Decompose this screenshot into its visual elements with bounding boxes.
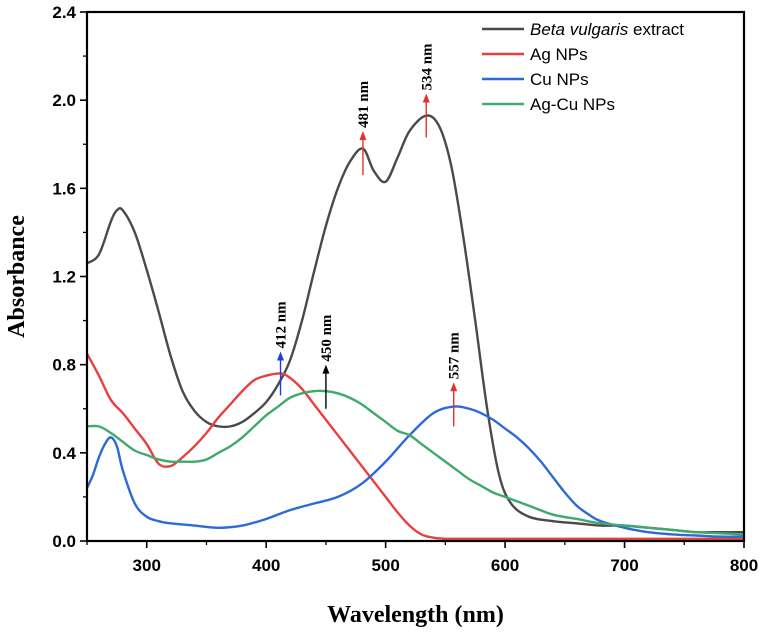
series-line-cu: [85, 405, 746, 538]
y-tick-label: 1.6: [52, 179, 76, 198]
peak-label: 450 nm: [319, 314, 335, 362]
y-tick-label: 0.4: [52, 444, 76, 463]
y-tick-label: 2.4: [52, 3, 76, 22]
peak-arrow-head: [277, 351, 285, 361]
series-line-ag: [85, 352, 746, 541]
tick-labels: 300 400 500 600 700 800 0.0 0.4 0.8 1.2 1.6 2.0 2.4: [52, 3, 758, 575]
peak-label: 412 nm: [274, 301, 290, 349]
peak-arrow-head: [450, 382, 458, 392]
peak-marker: 481 nm: [356, 80, 372, 176]
y-tick-label: 2.0: [52, 91, 76, 110]
x-tick-label: 500: [371, 556, 399, 575]
y-tick-label: 0.8: [52, 356, 76, 375]
peak-label: 557 nm: [447, 332, 463, 380]
peak-arrow-head: [359, 131, 367, 141]
series-lines: [85, 114, 746, 541]
legend-label: Cu NPs: [530, 70, 589, 89]
legend-item-beta: Beta vulgaris extract: [482, 20, 684, 39]
x-tick-label: 600: [491, 556, 519, 575]
legend-label: Ag NPs: [530, 45, 588, 64]
series-line-agcu: [85, 389, 746, 536]
peak-marker: 534 nm: [419, 43, 435, 138]
peak-marker: 557 nm: [447, 332, 463, 427]
legend-label-rest: extract: [628, 20, 684, 39]
peak-annotations: 412 nm 450 nm 481 nm 534 nm 557 nm: [274, 43, 463, 427]
x-tick-label: 400: [252, 556, 280, 575]
legend-label: Ag-Cu NPs: [530, 95, 615, 114]
y-tick-label: 1.2: [52, 268, 76, 287]
series-line-beta: [85, 114, 746, 534]
peak-arrow-head: [422, 93, 430, 103]
tick-marks: [80, 11, 745, 548]
legend: Beta vulgaris extract Ag NPs Cu NPs Ag-Cu N…: [482, 20, 684, 114]
peak-marker: 412 nm: [274, 301, 290, 396]
legend-item-cu: Cu NPs: [482, 70, 589, 89]
y-axis-title: Absorbance: [4, 215, 30, 338]
x-axis-title: Wavelength (nm): [327, 602, 504, 628]
peak-arrow-head: [322, 364, 330, 374]
legend-label-italic: Beta vulgaris: [530, 20, 629, 39]
y-tick-label: 0.0: [52, 532, 76, 551]
peak-marker: 450 nm: [319, 314, 335, 409]
peak-label: 534 nm: [419, 43, 435, 91]
legend-item-agcu: Ag-Cu NPs: [482, 95, 615, 114]
x-tick-label: 700: [610, 556, 638, 575]
plot-frame: [85, 10, 746, 543]
legend-item-ag: Ag NPs: [482, 45, 588, 64]
x-tick-label: 300: [133, 556, 161, 575]
peak-label: 481 nm: [356, 80, 372, 128]
legend-label: Beta vulgaris extract: [530, 20, 684, 39]
x-tick-label: 800: [730, 556, 758, 575]
